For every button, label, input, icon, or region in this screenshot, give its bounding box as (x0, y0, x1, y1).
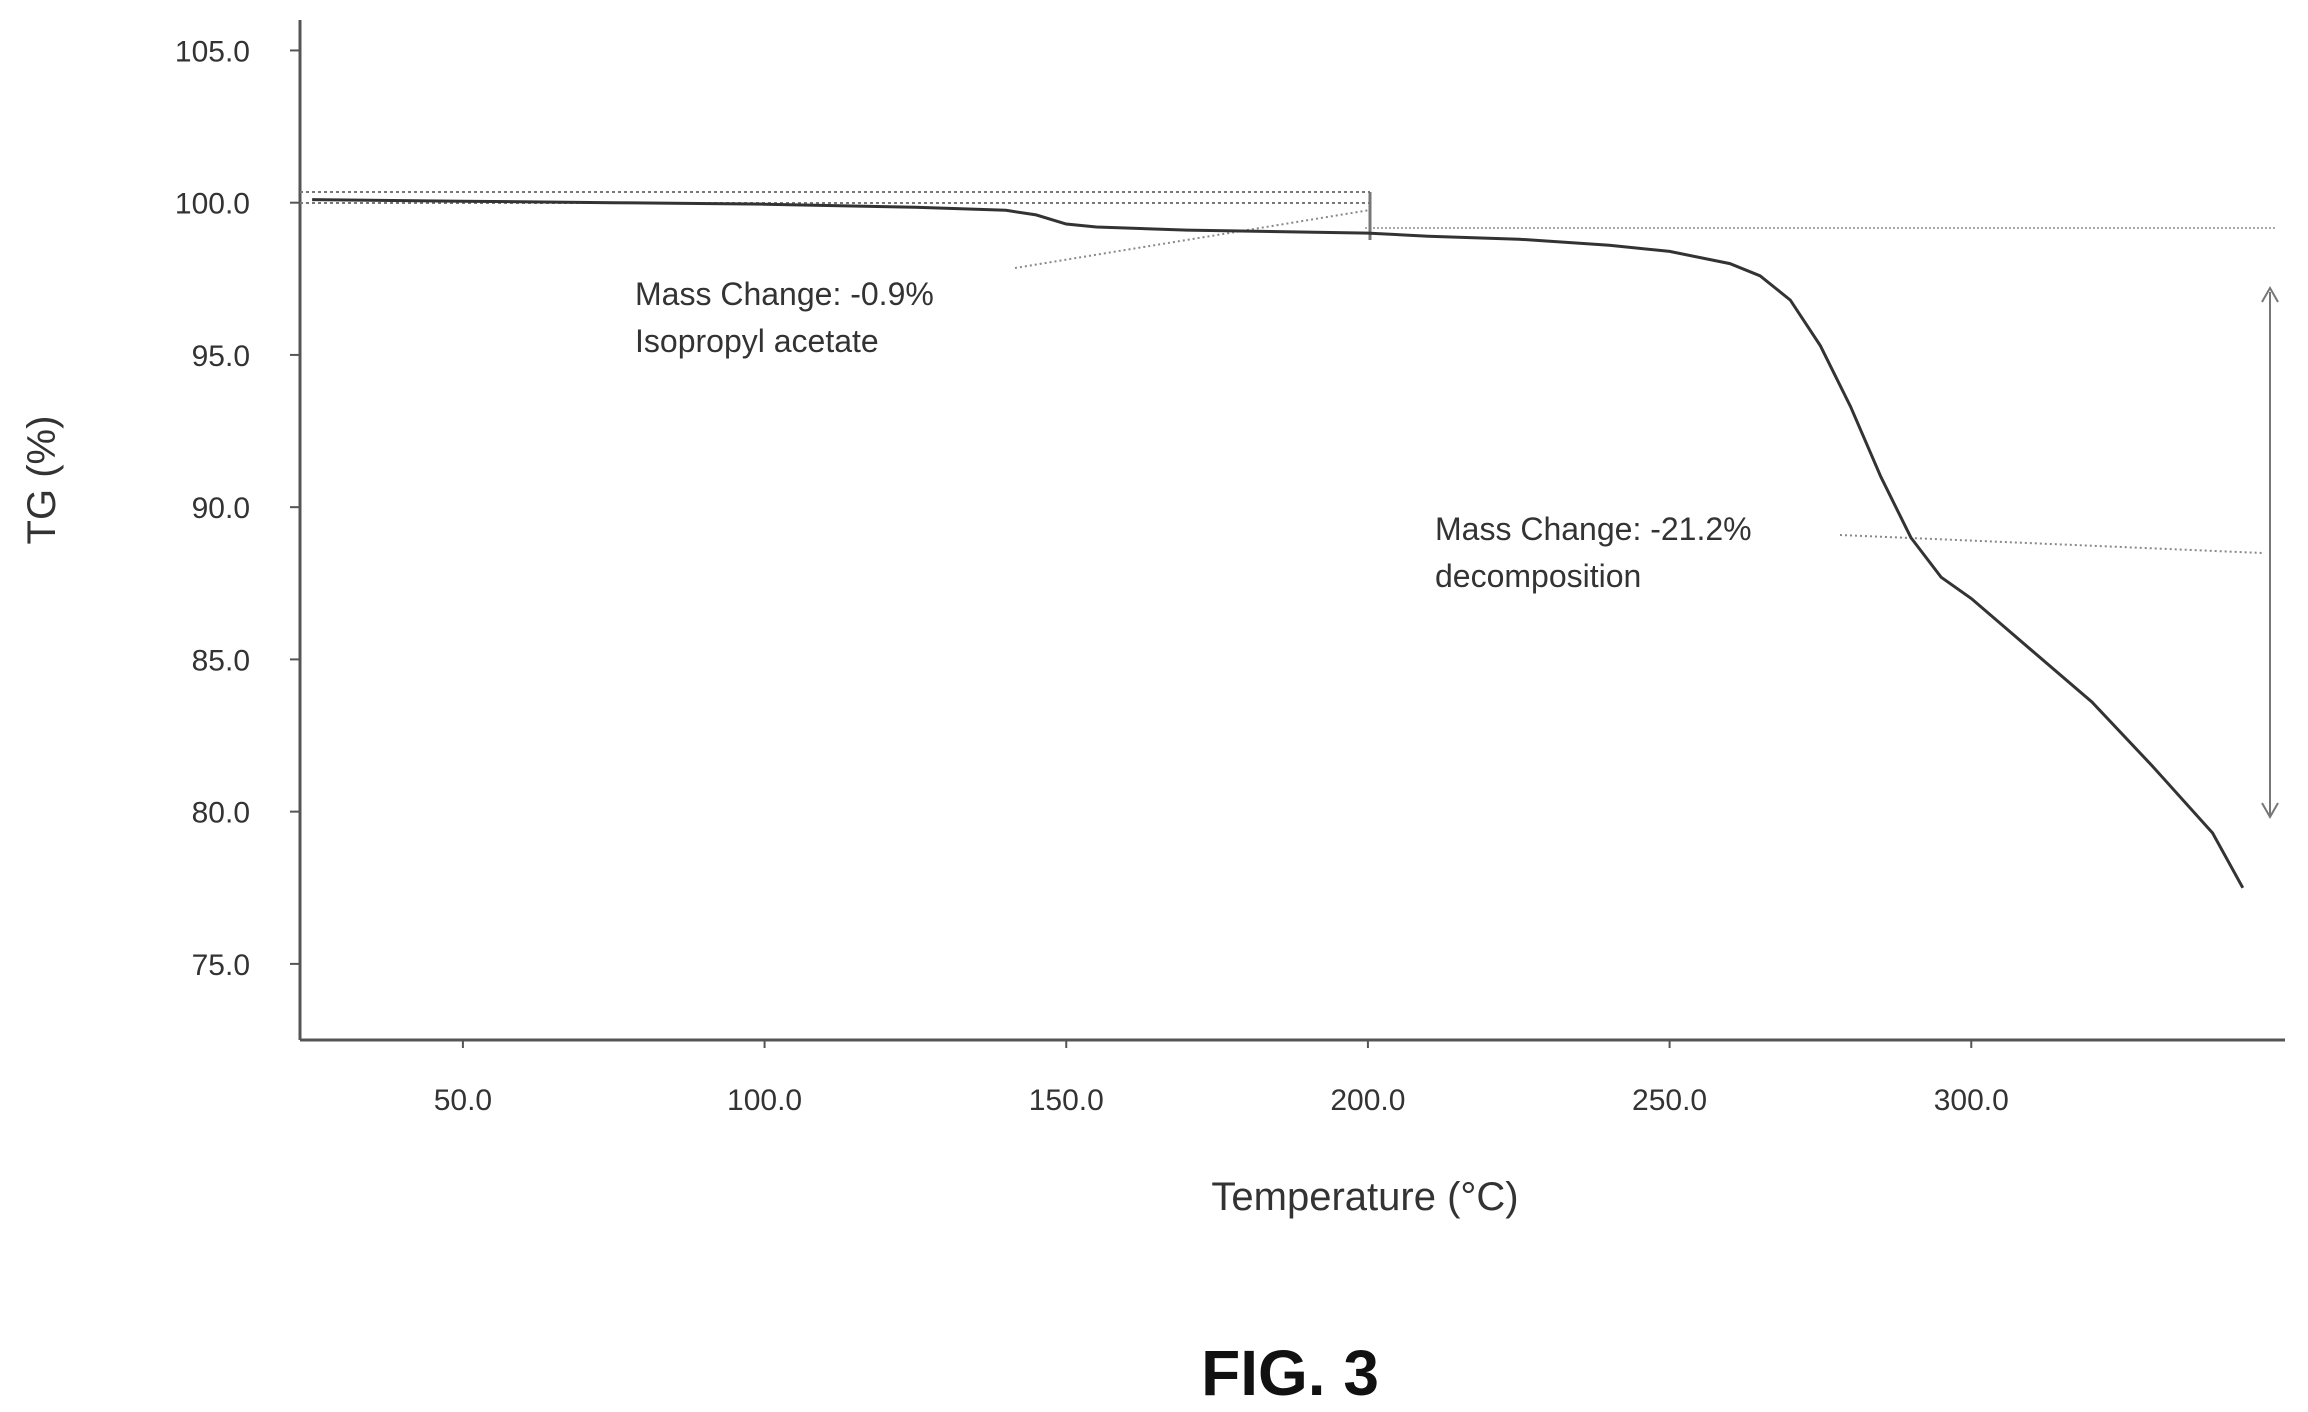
annotation-2-line2: decomposition (1435, 558, 1641, 594)
figure-label: FIG. 3 (1201, 1337, 1379, 1409)
y-tick-label: 100.0 (175, 188, 250, 221)
x-axis-title: Temperature (°C) (1211, 1175, 1518, 1219)
y-tick-label: 80.0 (192, 797, 250, 830)
y-ticks: 75.0 80.0 85.0 90.0 95.0 100.0 105.0 (175, 35, 300, 982)
annotation-1-line1: Mass Change: -0.9% (635, 276, 934, 312)
y-tick-label: 90.0 (192, 492, 250, 525)
x-tick-label: 50.0 (434, 1084, 492, 1117)
x-tick-label: 250.0 (1632, 1084, 1707, 1117)
y-axis-title: TG (%) (20, 416, 64, 545)
tg-series-line (312, 198, 2245, 889)
y-tick-label: 105.0 (175, 35, 250, 68)
x-tick-label: 150.0 (1029, 1084, 1104, 1117)
mass-change-bracket-2 (1839, 285, 2279, 820)
y-tick-label: 85.0 (192, 644, 250, 677)
y-tick-label: 95.0 (192, 340, 250, 373)
annotation-2-line1: Mass Change: -21.2% (1435, 511, 1752, 547)
x-tick-label: 100.0 (727, 1084, 802, 1117)
x-tick-label: 300.0 (1934, 1084, 2009, 1117)
y-tick-label: 75.0 (192, 949, 250, 982)
x-tick-label: 200.0 (1330, 1084, 1405, 1117)
x-ticks: 50.0 100.0 150.0 200.0 250.0 300.0 (434, 1040, 2009, 1117)
annotation-1-line2: Isopropyl acetate (635, 323, 879, 359)
